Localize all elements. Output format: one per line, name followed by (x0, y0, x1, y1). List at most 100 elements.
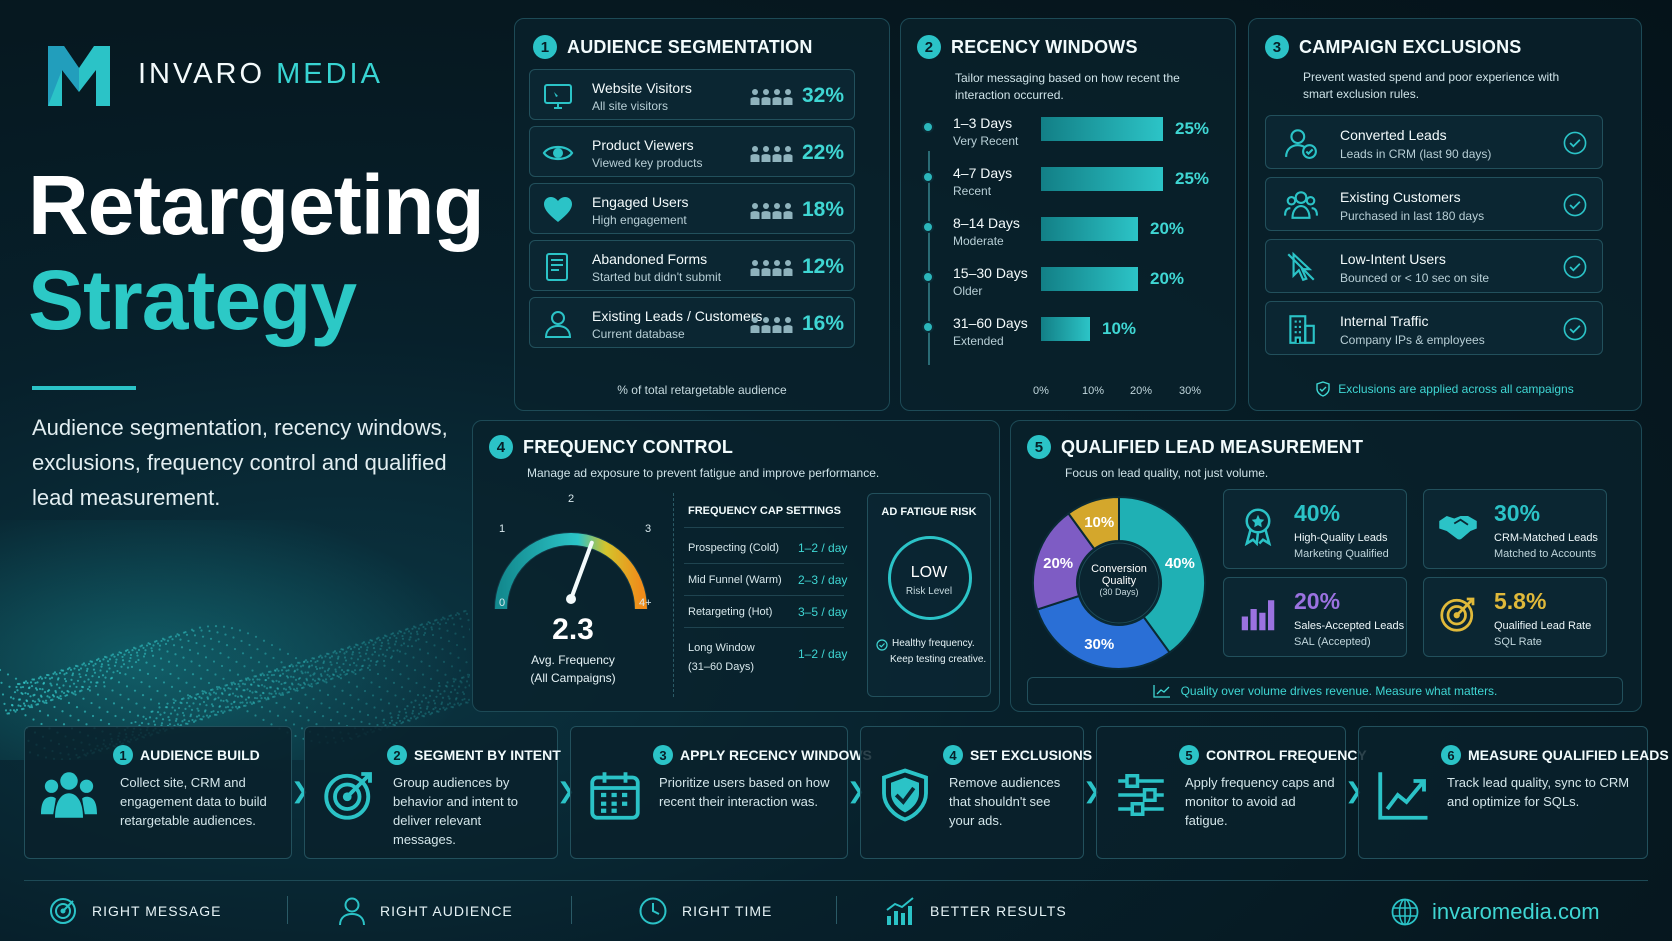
wave-dot (462, 610, 466, 613)
wave-dot (66, 689, 69, 693)
wave-dot (270, 692, 273, 695)
fatigue-note-2: Keep testing creative. (890, 654, 987, 665)
wave-dot (292, 675, 295, 679)
wave-dot (121, 659, 125, 662)
wave-dot (379, 698, 383, 701)
wave-dot (262, 674, 266, 677)
wave-dot (101, 674, 105, 677)
wave-dot (259, 674, 263, 677)
wave-dot (440, 701, 444, 704)
wave-dot (148, 642, 152, 646)
wave-dot (57, 697, 61, 700)
wave-dot (442, 660, 446, 664)
wave-dot (368, 664, 371, 667)
wave-dot (183, 718, 186, 722)
wave-dot (355, 664, 358, 667)
wave-dot (187, 720, 191, 723)
process-step: 2 SEGMENT BY INTENT Group audiences by beh… (304, 726, 561, 859)
wave-dot (396, 649, 399, 652)
wave-dot (76, 665, 79, 668)
wave-dot (268, 710, 272, 713)
wave-dot (236, 673, 240, 676)
wave-dot (304, 659, 308, 662)
wave-dot (412, 706, 416, 709)
wave-dot (168, 636, 171, 639)
user-check-icon (1284, 126, 1320, 160)
divider (684, 627, 844, 628)
website-link[interactable]: invaromedia.com (1390, 897, 1600, 927)
wave-dot (45, 701, 48, 705)
wave-dot (77, 718, 80, 722)
wave-dot (242, 704, 246, 707)
wave-dot (284, 719, 288, 722)
wave-dot (276, 687, 280, 690)
wave-dot (415, 630, 419, 633)
wave-dot (335, 661, 339, 665)
wave-dot (228, 693, 232, 696)
wave-dot (282, 687, 286, 690)
timeline-dot (922, 321, 934, 333)
wave-dot (186, 722, 189, 725)
wave-dot (254, 714, 257, 717)
wave-dot (111, 689, 114, 692)
wave-dot (417, 638, 420, 641)
wave-dot (179, 724, 183, 727)
wave-dot (204, 656, 208, 659)
wave-dot (39, 675, 42, 678)
wave-dot (174, 653, 177, 656)
metric-sublabel: SAL (Accepted) (1294, 636, 1371, 648)
wave-dot (414, 699, 417, 702)
wave-dot (187, 697, 190, 700)
panel-subtitle: Prevent wasted spend and poor experience… (1303, 70, 1560, 101)
wave-dot (358, 669, 362, 672)
wave-dot (143, 652, 147, 655)
wave-dot (248, 690, 252, 693)
wave-dot (461, 698, 464, 701)
wave-dot (133, 689, 137, 692)
wave-dot (150, 649, 154, 653)
wave-dot (65, 694, 69, 697)
wave-dot (14, 677, 18, 680)
wave-dot (385, 648, 389, 652)
wave-dot (161, 637, 165, 640)
trend-up-icon (1375, 767, 1431, 823)
wave-dot (282, 666, 285, 669)
wave-dot (402, 698, 405, 701)
wave-dot (401, 637, 405, 640)
wave-dot (33, 693, 36, 696)
wave-dot (114, 661, 118, 664)
wave-dot (180, 698, 184, 701)
wave-dot (186, 694, 190, 697)
wave-dot (48, 677, 52, 680)
wave-dot (95, 681, 98, 684)
wave-dot (443, 708, 447, 711)
recency-bar (1041, 217, 1138, 241)
metric-value: 30% (1494, 500, 1541, 526)
wave-dot (212, 710, 215, 713)
timeline-line (928, 151, 930, 365)
wave-dot (391, 668, 394, 671)
globe-icon (1391, 898, 1419, 926)
wave-dot (73, 667, 76, 670)
wave-dot (164, 706, 168, 709)
wave-dot (307, 683, 310, 686)
wave-dot (218, 704, 222, 708)
step-title: APPLY RECENCY WINDOWS (680, 747, 872, 763)
wave-dot (435, 618, 438, 622)
recency-bar (1041, 167, 1163, 191)
wave-dot (50, 684, 53, 687)
exclusion-name: Existing Customers (1340, 189, 1461, 205)
wave-dot (90, 701, 93, 705)
recency-label: 15–30 Days (953, 265, 1028, 281)
wave-dot (237, 682, 240, 686)
wave-dot (305, 677, 308, 680)
wave-dot (233, 700, 236, 703)
wave-dot (267, 670, 271, 673)
wave-dot (410, 701, 413, 704)
wave-dot (131, 649, 134, 652)
wave-dot (217, 640, 221, 643)
wave-dot (374, 663, 378, 666)
wave-dot (467, 698, 470, 701)
section-number-badge: 4 (489, 435, 513, 459)
wave-dot (149, 698, 153, 701)
